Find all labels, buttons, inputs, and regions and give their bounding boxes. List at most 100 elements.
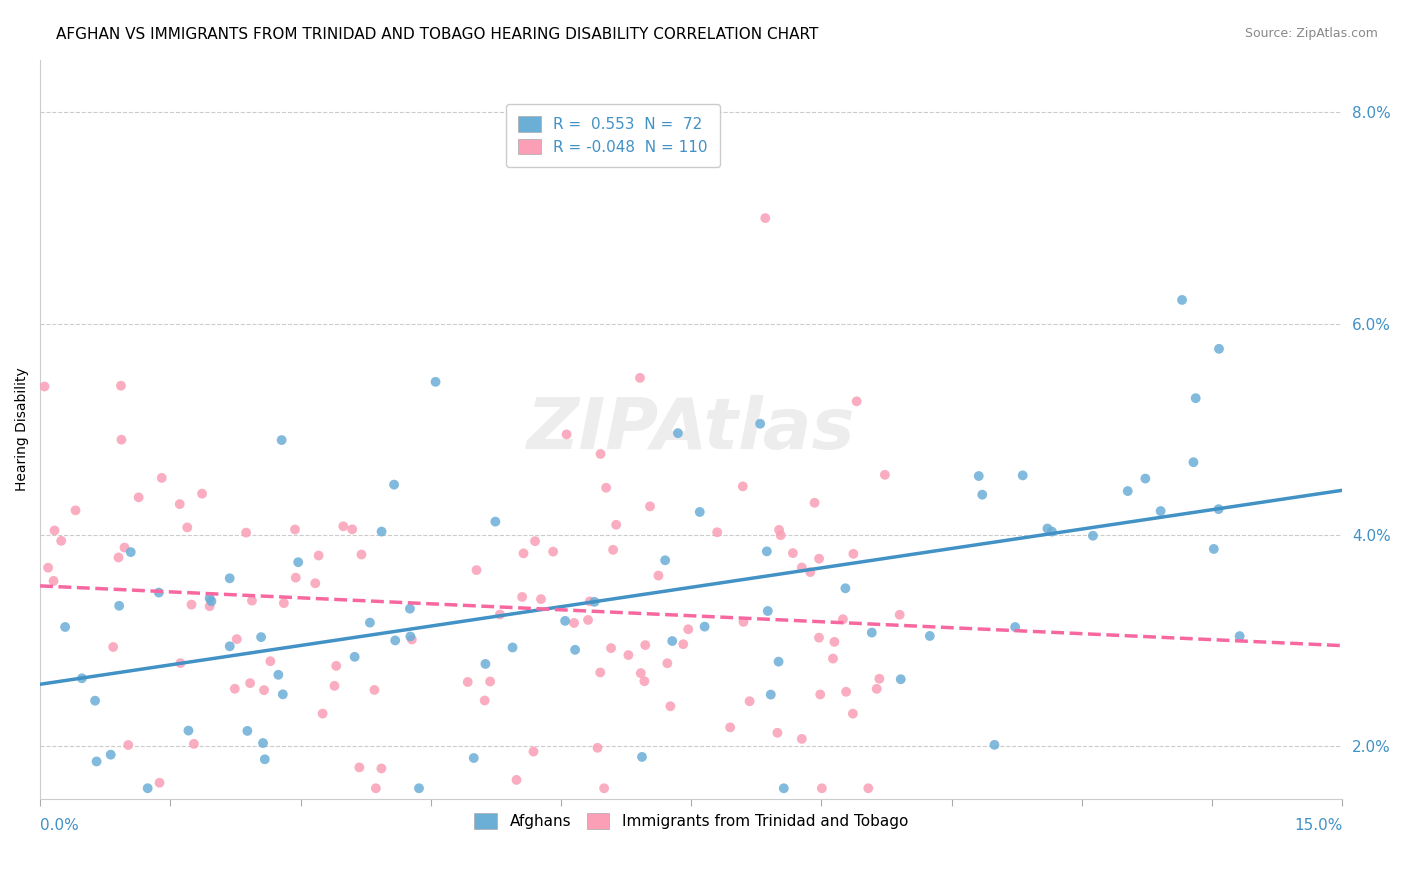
- Point: [401, 632, 423, 647]
- Point: [807, 631, 830, 645]
- Point: [589, 665, 612, 680]
- Point: [177, 723, 200, 738]
- Point: [733, 615, 755, 629]
- Point: [666, 426, 689, 441]
- Point: [1149, 504, 1171, 518]
- Point: [117, 738, 139, 752]
- Point: [384, 633, 406, 648]
- Point: [128, 491, 150, 505]
- Point: [259, 654, 281, 668]
- Point: [240, 593, 263, 607]
- Point: [484, 515, 506, 529]
- Point: [183, 737, 205, 751]
- Point: [271, 687, 294, 701]
- Point: [890, 672, 912, 686]
- Point: [772, 781, 794, 796]
- Point: [308, 549, 330, 563]
- Point: [399, 601, 422, 615]
- Point: [342, 522, 364, 536]
- Point: [576, 613, 599, 627]
- Point: [107, 550, 129, 565]
- Point: [718, 720, 741, 734]
- Point: [100, 747, 122, 762]
- Point: [1011, 468, 1033, 483]
- Point: [790, 731, 813, 746]
- Point: [53, 620, 76, 634]
- Point: [169, 656, 191, 670]
- Point: [359, 615, 381, 630]
- Point: [586, 740, 609, 755]
- Point: [198, 591, 221, 606]
- Point: [176, 520, 198, 534]
- Point: [136, 781, 159, 796]
- Point: [1184, 391, 1206, 405]
- Point: [270, 433, 292, 447]
- Point: [868, 672, 890, 686]
- Point: [873, 467, 896, 482]
- Point: [593, 781, 616, 796]
- Point: [617, 648, 640, 662]
- Point: [252, 736, 274, 750]
- Point: [659, 699, 682, 714]
- Point: [399, 630, 422, 644]
- Point: [1171, 293, 1194, 307]
- Point: [555, 427, 578, 442]
- Point: [790, 560, 813, 574]
- Point: [1202, 541, 1225, 556]
- Point: [101, 640, 124, 654]
- Point: [150, 471, 173, 485]
- Point: [832, 612, 855, 626]
- Point: [325, 658, 347, 673]
- Point: [803, 496, 825, 510]
- Point: [169, 497, 191, 511]
- Point: [332, 519, 354, 533]
- Point: [808, 551, 831, 566]
- Point: [1135, 471, 1157, 485]
- Point: [350, 548, 373, 562]
- Point: [253, 752, 276, 766]
- Point: [983, 738, 1005, 752]
- Point: [605, 517, 627, 532]
- Point: [224, 681, 246, 696]
- Point: [86, 755, 108, 769]
- Point: [754, 211, 776, 226]
- Point: [370, 761, 392, 775]
- Point: [250, 630, 273, 644]
- Point: [474, 657, 496, 671]
- Point: [554, 614, 576, 628]
- Point: [502, 640, 524, 655]
- Point: [530, 592, 553, 607]
- Point: [866, 681, 889, 696]
- Point: [512, 546, 534, 560]
- Point: [200, 594, 222, 608]
- Point: [661, 634, 683, 648]
- Point: [689, 505, 711, 519]
- Point: [967, 469, 990, 483]
- Point: [600, 641, 623, 656]
- Point: [218, 571, 240, 585]
- Point: [835, 685, 858, 699]
- Point: [522, 745, 544, 759]
- Point: [225, 632, 247, 646]
- Point: [706, 525, 728, 540]
- Point: [284, 571, 307, 585]
- Point: [479, 674, 502, 689]
- Point: [633, 674, 655, 689]
- Point: [749, 417, 772, 431]
- Point: [44, 524, 66, 538]
- Point: [349, 760, 371, 774]
- Point: [564, 642, 586, 657]
- Point: [370, 524, 392, 539]
- Point: [363, 682, 385, 697]
- Point: [110, 378, 132, 392]
- Point: [823, 635, 845, 649]
- Point: [1004, 620, 1026, 634]
- Point: [148, 585, 170, 599]
- Point: [304, 576, 326, 591]
- Point: [311, 706, 333, 721]
- Point: [474, 693, 496, 707]
- Point: [364, 781, 387, 796]
- Point: [1229, 629, 1251, 643]
- Point: [408, 781, 430, 796]
- Point: [457, 675, 479, 690]
